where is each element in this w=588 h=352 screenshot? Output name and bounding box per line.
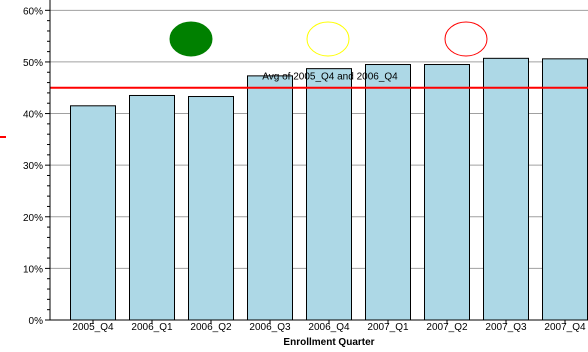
bar-2006_Q2 <box>188 96 234 321</box>
y-tick-label: 10% <box>23 264 43 275</box>
bar-2006_Q1 <box>129 94 175 321</box>
y-tick-label: 20% <box>23 213 43 224</box>
y-tick-label: 0% <box>29 316 44 327</box>
status-indicators <box>169 21 488 57</box>
x-tick-label: 2006_Q1 <box>131 322 173 333</box>
bar-2006_Q4 <box>306 68 352 321</box>
x-tick-label: 2007_Q1 <box>367 322 409 333</box>
bar-2007_Q3 <box>483 57 529 321</box>
y-tick-label: 30% <box>23 161 43 172</box>
x-tick-label: 2007_Q3 <box>485 322 527 333</box>
bar-2005_Q4 <box>70 105 116 321</box>
bar-2007_Q2 <box>424 64 470 321</box>
y-tick-label: 50% <box>23 58 43 69</box>
x-tick-label: 2006_Q3 <box>249 322 291 333</box>
yellow-status-indicator <box>306 21 350 57</box>
bar-2006_Q3 <box>247 75 293 321</box>
reference-line-label: Avg of 2005_Q4 and 2006_Q4 <box>262 72 398 83</box>
x-tick-label: 2006_Q4 <box>308 322 350 333</box>
bar-2007_Q1 <box>365 64 411 321</box>
y-axis-ticks: 0% 10% 20% 30% 40% 50% 60% <box>23 6 50 327</box>
green-status-indicator <box>169 21 213 57</box>
x-tick-label: 2005_Q4 <box>72 322 114 333</box>
reference-line-group: Avg of 2005_Q4 and 2006_Q4 <box>50 72 588 89</box>
x-axis-ticks: 2005_Q4 2006_Q1 2006_Q2 2006_Q3 2006_Q4 2007_… <box>72 320 586 333</box>
x-tick-label: 2007_Q2 <box>426 322 468 333</box>
bars <box>70 57 588 321</box>
x-axis-title: Enrollment Quarter <box>283 337 374 348</box>
x-tick-label: 2006_Q2 <box>190 322 232 333</box>
y-tick-label: 60% <box>23 6 43 17</box>
red-status-indicator <box>444 21 488 57</box>
x-tick-label: 2007_Q4 <box>544 322 586 333</box>
y-tick-label: 40% <box>23 110 43 121</box>
bar-2007_Q4 <box>542 58 588 321</box>
